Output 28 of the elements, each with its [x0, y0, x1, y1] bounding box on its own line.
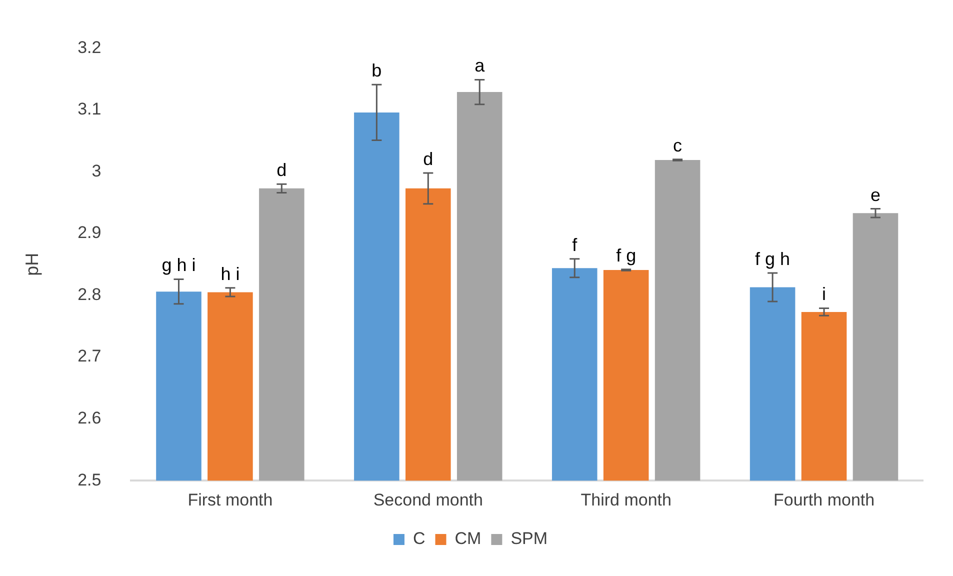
y-tick-label: 2.9 — [78, 223, 102, 242]
y-axis-title: pH — [22, 252, 42, 276]
y-tick-label: 2.5 — [78, 470, 102, 490]
y-tick-label: 2.8 — [78, 284, 102, 304]
y-tick-label: 3.2 — [78, 38, 102, 57]
data-label: e — [870, 184, 880, 205]
data-label: f g h — [755, 249, 790, 270]
x-tick-label: Fourth month — [773, 490, 875, 510]
data-label: f g — [616, 245, 636, 266]
x-tick-label: First month — [188, 490, 273, 510]
legend-label: C — [412, 529, 426, 548]
data-label: d — [276, 160, 287, 180]
legend-label: SPM — [510, 529, 548, 548]
y-tick-label: 2.6 — [78, 408, 102, 428]
legend-label: CM — [454, 529, 482, 548]
x-tick-label: Second month — [373, 490, 483, 510]
data-label: i — [822, 284, 826, 304]
data-label: a — [474, 56, 486, 76]
y-tick-label: 3 — [92, 161, 102, 180]
y-tick-label: 3.1 — [78, 100, 102, 119]
data-label: c — [673, 135, 682, 156]
y-tick-label: 2.7 — [78, 346, 102, 366]
data-label: h i — [220, 264, 240, 284]
data-label: f — [572, 234, 578, 255]
data-label: g h i — [162, 255, 196, 276]
data-label: d — [423, 148, 434, 169]
x-tick-label: Third month — [580, 490, 672, 510]
data-label: b — [372, 60, 382, 81]
